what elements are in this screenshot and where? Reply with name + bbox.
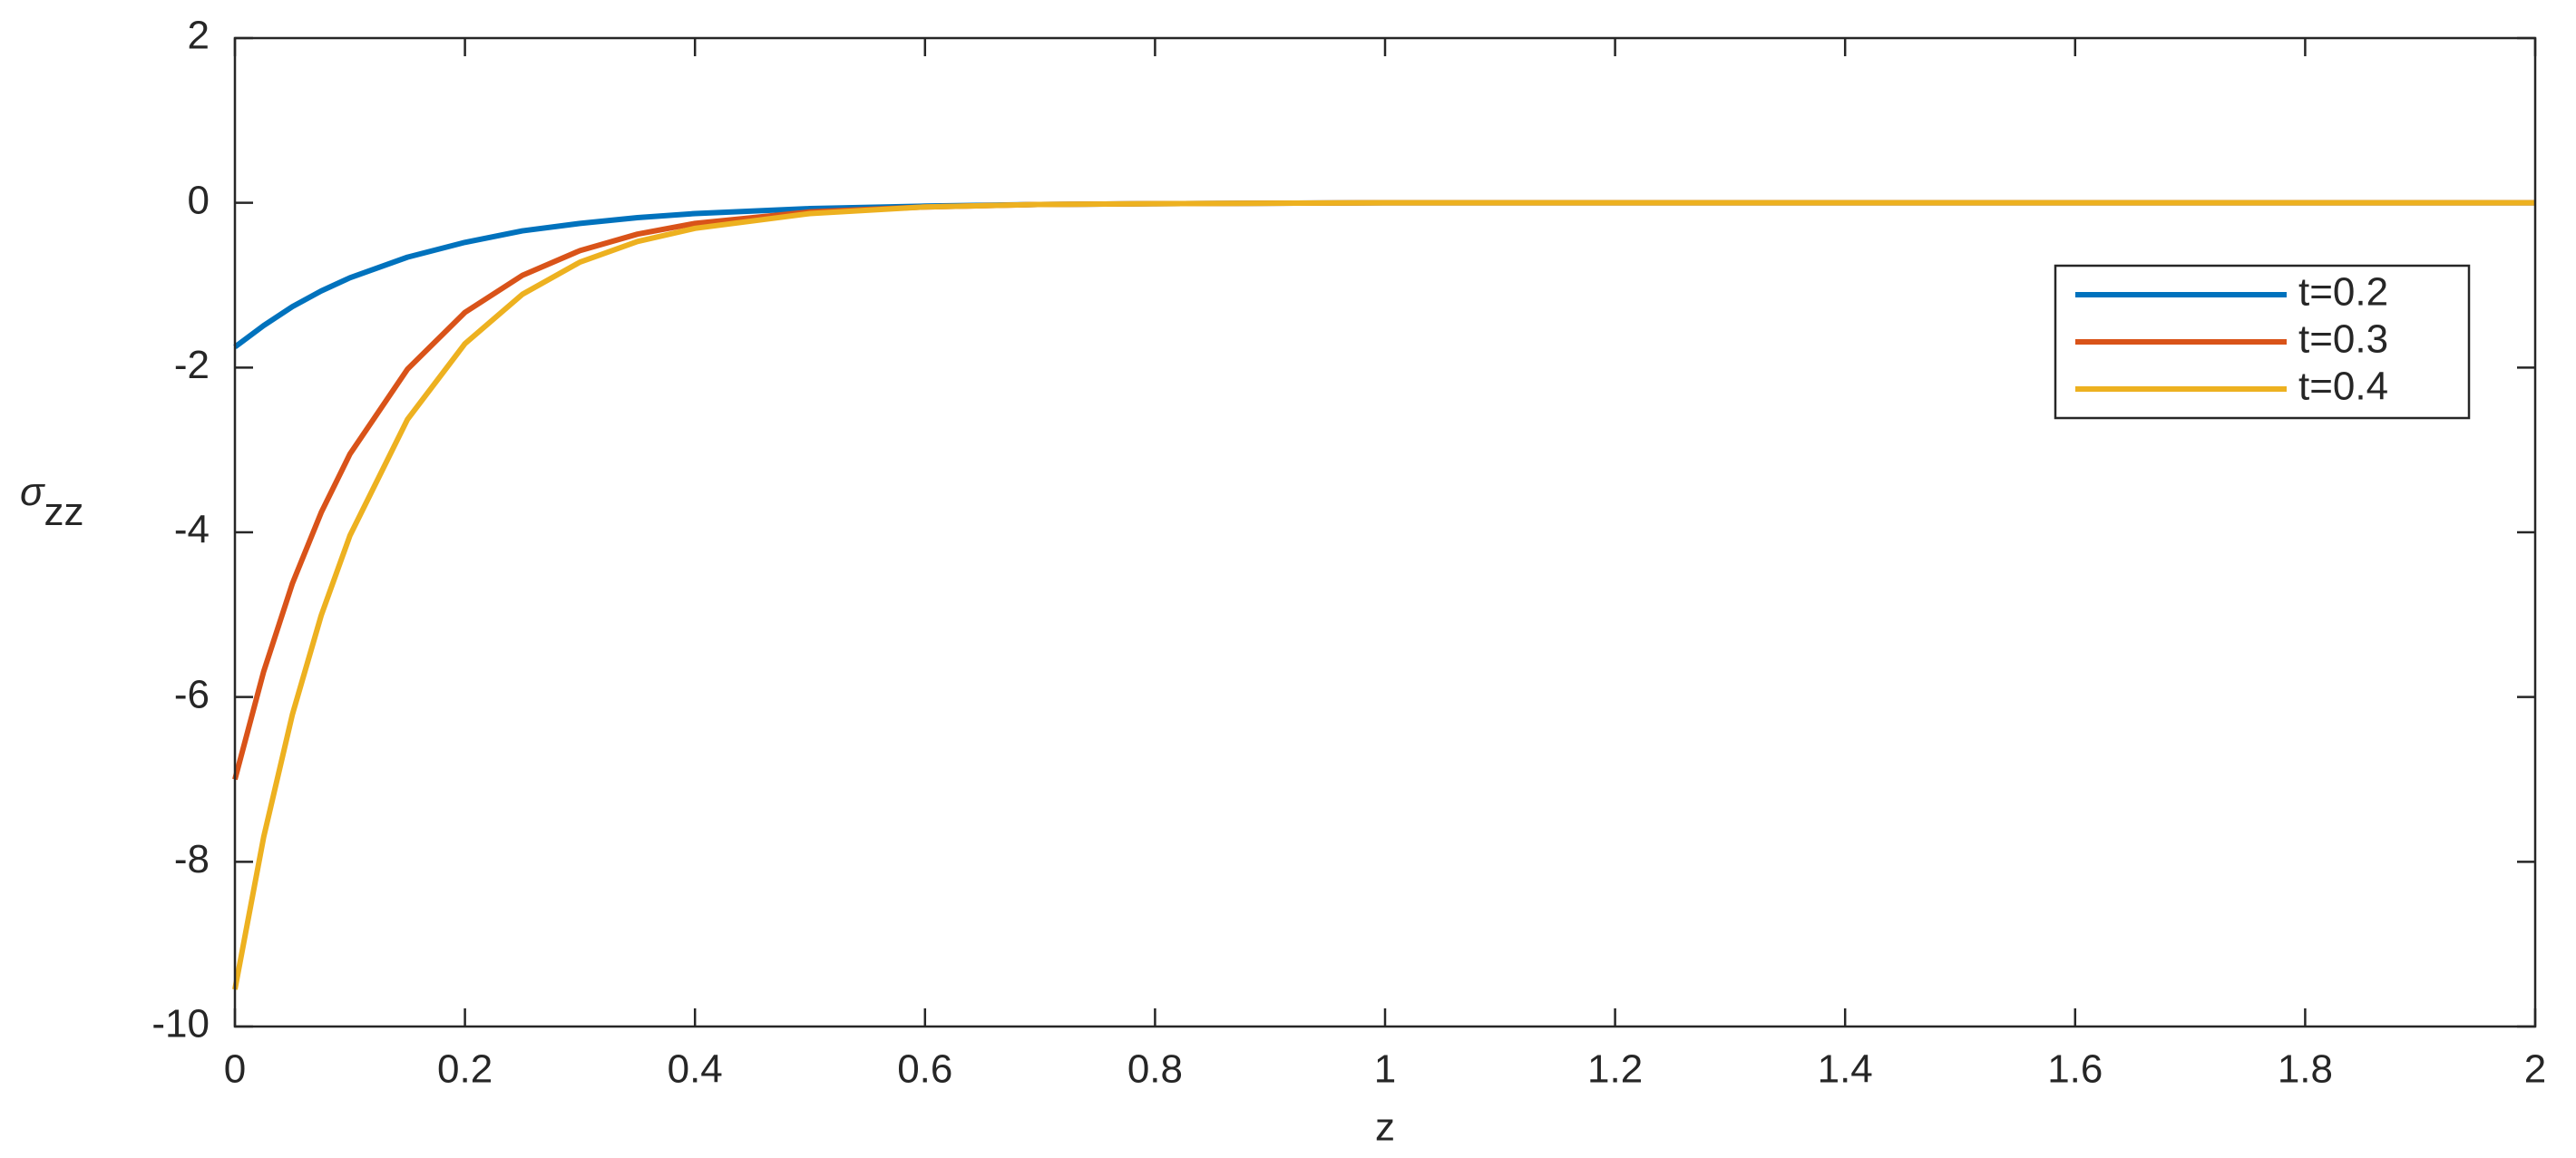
y-tick-label: -10 — [151, 1002, 210, 1046]
series-line — [232, 199, 2535, 990]
x-tick-label: 0.6 — [897, 1047, 952, 1092]
y-tick-label: 0 — [188, 178, 210, 222]
y-label-subscript: zz — [44, 490, 84, 534]
x-tick-label: 0.8 — [1127, 1047, 1183, 1092]
y-axis-label: σzz — [20, 470, 84, 534]
x-tick-label: 1.4 — [1818, 1047, 1873, 1092]
plot-frame — [233, 36, 2537, 1028]
x-tick-label: 1.2 — [1587, 1047, 1643, 1092]
y-tick-label: 2 — [188, 14, 210, 58]
legend-label: t=0.3 — [2298, 317, 2388, 362]
x-tick-label: 0.4 — [668, 1047, 723, 1092]
legend-label: t=0.2 — [2298, 270, 2388, 315]
x-axis-label: z — [1375, 1105, 1395, 1150]
y-tick-label: -4 — [174, 508, 210, 552]
y-tick-label: -2 — [174, 343, 210, 387]
y-label-symbol: σ — [20, 470, 45, 514]
plot-area — [235, 38, 2535, 1027]
x-tick-label: 2 — [2524, 1047, 2546, 1092]
legend-label: t=0.4 — [2298, 365, 2388, 409]
x-tick-label: 1 — [1374, 1047, 1396, 1092]
x-tick-label: 1.6 — [2047, 1047, 2103, 1092]
x-tick-label: 0 — [224, 1047, 246, 1092]
y-tick-label: -6 — [174, 672, 210, 716]
x-tick-label: 0.2 — [437, 1047, 493, 1092]
x-tick-label: 1.8 — [2278, 1047, 2333, 1092]
y-tick-label: -8 — [174, 837, 210, 881]
